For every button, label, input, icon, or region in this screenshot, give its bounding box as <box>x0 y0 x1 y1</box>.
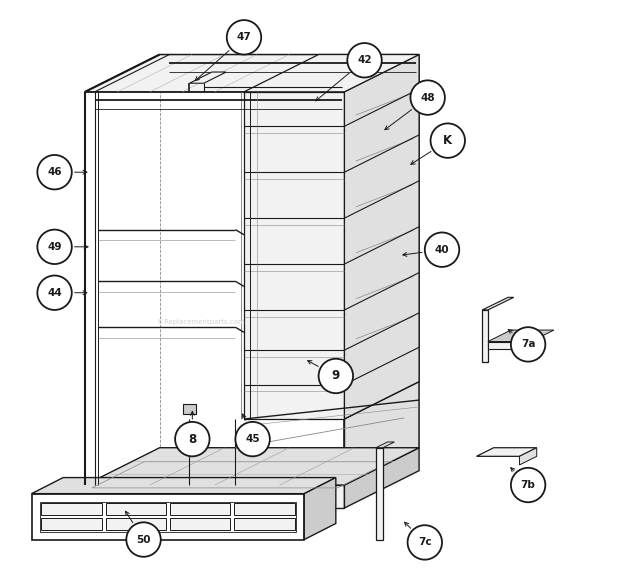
Polygon shape <box>304 478 336 540</box>
Polygon shape <box>345 448 419 508</box>
Text: 9: 9 <box>332 370 340 382</box>
Text: K: K <box>443 134 453 147</box>
Polygon shape <box>520 448 537 465</box>
Polygon shape <box>85 55 419 92</box>
Circle shape <box>347 43 382 77</box>
Polygon shape <box>85 92 345 485</box>
Circle shape <box>407 525 442 560</box>
Circle shape <box>511 327 546 362</box>
Text: 7a: 7a <box>521 339 536 350</box>
Polygon shape <box>345 55 419 419</box>
Bar <box>234 503 294 515</box>
Circle shape <box>126 522 161 557</box>
Polygon shape <box>488 330 554 342</box>
Text: 44: 44 <box>47 288 62 298</box>
Polygon shape <box>244 55 419 92</box>
Circle shape <box>236 422 270 456</box>
Polygon shape <box>32 478 336 494</box>
Circle shape <box>511 468 546 502</box>
Circle shape <box>425 232 459 267</box>
Polygon shape <box>85 485 345 508</box>
Text: ©Replacementparts.com: ©Replacementparts.com <box>157 318 245 325</box>
Circle shape <box>430 123 465 158</box>
Circle shape <box>175 422 210 456</box>
Bar <box>182 404 197 414</box>
Circle shape <box>319 359 353 393</box>
Bar <box>170 518 231 530</box>
Bar <box>234 518 294 530</box>
Polygon shape <box>376 448 383 540</box>
Polygon shape <box>345 55 419 485</box>
Text: 42: 42 <box>357 55 372 65</box>
Text: 48: 48 <box>420 92 435 103</box>
Circle shape <box>410 80 445 115</box>
Bar <box>42 503 102 515</box>
Text: 7c: 7c <box>418 537 432 548</box>
Text: 49: 49 <box>47 242 62 252</box>
Polygon shape <box>476 448 537 456</box>
Polygon shape <box>32 494 304 540</box>
Text: 46: 46 <box>47 167 62 177</box>
Polygon shape <box>244 92 345 419</box>
Bar <box>105 518 166 530</box>
Bar <box>170 503 231 515</box>
Polygon shape <box>482 297 514 310</box>
Polygon shape <box>85 448 419 485</box>
Circle shape <box>37 230 72 264</box>
Circle shape <box>37 155 72 189</box>
Bar <box>105 503 166 515</box>
Text: 50: 50 <box>136 534 151 545</box>
Text: 47: 47 <box>237 32 251 42</box>
Polygon shape <box>376 442 394 448</box>
Circle shape <box>37 276 72 310</box>
Polygon shape <box>482 310 488 362</box>
Text: 45: 45 <box>246 434 260 444</box>
Text: 7b: 7b <box>521 480 536 490</box>
Bar <box>42 518 102 530</box>
Text: 8: 8 <box>188 433 197 445</box>
Polygon shape <box>488 342 531 349</box>
Text: 40: 40 <box>435 245 449 255</box>
Circle shape <box>227 20 261 55</box>
Polygon shape <box>190 72 226 83</box>
